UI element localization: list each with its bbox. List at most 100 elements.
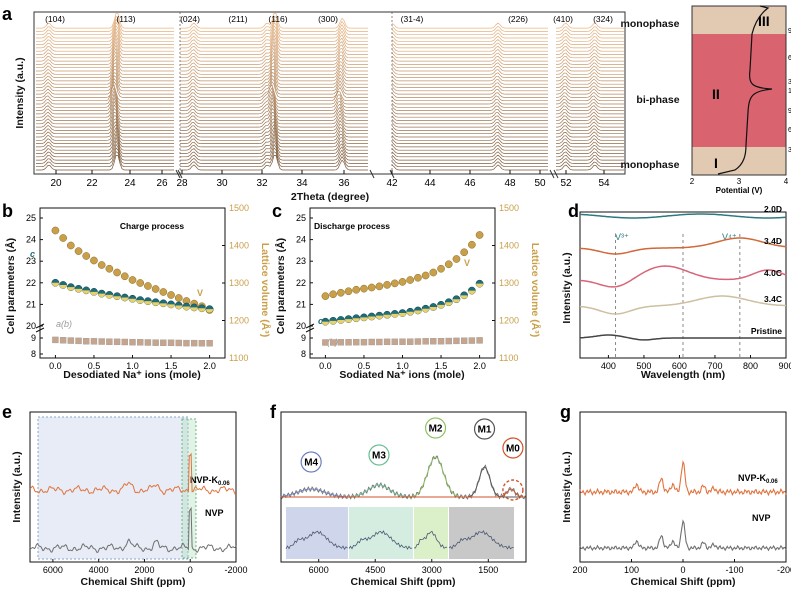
f-spectrum-top	[280, 455, 527, 500]
xrd-curve-23	[36, 80, 624, 98]
nmr-e-line-bottom	[29, 506, 237, 553]
panel-g: g Intensity (a.u.) Chemical Shift (ppm) …	[560, 402, 791, 588]
c-point-half	[429, 306, 437, 311]
panel-a-letter: a	[2, 4, 13, 24]
panel-c-marks	[321, 231, 484, 346]
v-point	[51, 226, 60, 235]
phase-numeral-ii: II	[712, 86, 720, 102]
left-axis-break-2	[35, 327, 45, 333]
x-tick-label: 0.0	[319, 361, 332, 371]
c-point-half	[368, 316, 376, 321]
phase-label-middle: bi-phase	[636, 94, 679, 106]
c-point-half	[475, 283, 484, 288]
left-tick-label: 9	[31, 333, 36, 343]
xrd-curve-15	[36, 107, 624, 125]
panel-f-frame	[280, 411, 527, 563]
ab-point	[106, 338, 113, 345]
xrd-curve-43	[36, 16, 624, 32]
phase-xlabel: Potential (V)	[716, 186, 763, 195]
x-tick-label: 2.0	[473, 361, 486, 371]
ab-point	[152, 339, 159, 346]
d-xtick-label: 800	[743, 361, 758, 371]
uv-line-3	[579, 265, 787, 288]
left-tick-label: 9	[301, 333, 306, 343]
xrd-xtick-8: 34	[296, 178, 308, 189]
ab-point	[67, 337, 75, 344]
panel-d-lines: 2.0D 3.4D 4.0C 3.4C Pristine	[579, 204, 787, 358]
panel-c-v-label: V	[464, 258, 470, 268]
circle-m3	[368, 444, 390, 466]
c-point-half	[460, 295, 468, 299]
circle-label-m3: M3	[372, 451, 386, 462]
xrd-curve-18	[36, 96, 624, 115]
ab-point	[345, 339, 352, 346]
xrd-curve-9	[36, 126, 624, 144]
circle-label-m0: M0	[506, 444, 520, 455]
xrd-curve-7	[36, 133, 624, 151]
xrd-xtick-12: 46	[464, 178, 476, 189]
nmr-g-line-top	[579, 460, 787, 497]
axis-break-3	[549, 169, 555, 179]
xrd-curve-24	[36, 77, 624, 95]
uv-legend-3: 4.0C	[764, 268, 782, 278]
v-point	[128, 276, 137, 284]
xrd-xtick-1: 20	[50, 178, 62, 189]
ab-point	[360, 338, 368, 346]
g-xtick-label: 200	[572, 565, 587, 575]
f-zoom-spectrum-4	[448, 530, 514, 550]
xrd-xtick-6: 30	[216, 178, 228, 189]
ab-point	[383, 338, 391, 346]
panel-f-xlabel: Chemical Shift (ppm)	[350, 576, 455, 588]
ab-point	[129, 338, 136, 346]
c-point-half	[391, 313, 399, 318]
axis-break-b-3	[553, 169, 559, 179]
circle-m0	[502, 437, 524, 459]
peak-label-1: (104)	[45, 14, 65, 24]
panel-c-ylabel-right: Lattice volume (Å³)	[529, 243, 542, 338]
panel-b-ticks: 8 9 20 21 22 23 24 25 1100 1200 1300 1400 1500 0.0 0.5…	[26, 203, 249, 371]
xrd-curve-5	[36, 139, 624, 158]
panel-d-ylabel: Intensity (a.u.)	[561, 252, 573, 323]
panel-g-label-top: NVP-K0.06	[738, 473, 778, 485]
panel-f-circles: M4 M3 M2 M1 M0	[300, 417, 524, 501]
c-point-half	[445, 302, 453, 306]
panel-b-letter: b	[2, 201, 13, 221]
v-point	[66, 241, 75, 250]
c-point-half	[321, 321, 330, 326]
xrd-xtick-4: 26	[156, 178, 168, 189]
xrd-curve-35	[36, 40, 624, 59]
panel-g-ylabel: Intensity (a.u.)	[561, 451, 573, 522]
panel-c-ylabel-left: Cell parameters (Å)	[274, 238, 287, 334]
xrd-curves	[36, 12, 624, 179]
uv-line-4	[579, 295, 787, 315]
e-xtick-label: 4000	[89, 565, 109, 575]
right-tick-label: 1100	[499, 353, 518, 363]
c-point-half	[344, 319, 353, 323]
xrd-curve-32	[36, 51, 624, 69]
c-point-half	[59, 284, 67, 289]
v-point	[406, 276, 415, 284]
ab-point	[422, 338, 429, 345]
f-zoom-spectrum-3	[413, 530, 447, 549]
xrd-curve-29	[36, 61, 624, 78]
panel-a: a (104) (113) (024) (211) (116) (300) (31-4) (2…	[2, 4, 791, 203]
v-point	[329, 290, 337, 299]
ab-point	[137, 339, 144, 346]
nmr-e-line-top	[29, 452, 237, 496]
panel-g-label-bottom: NVP	[752, 513, 771, 523]
c-point-half	[74, 288, 83, 293]
c-point-half	[67, 287, 75, 291]
c-point-half	[90, 291, 98, 296]
d-xtick-label: 900	[778, 361, 791, 371]
ab-point	[322, 339, 329, 346]
ab-point	[391, 338, 398, 346]
xrd-curve-1	[36, 155, 624, 171]
v-point	[367, 283, 376, 292]
v-point	[151, 285, 160, 293]
axis-break-1	[175, 169, 181, 179]
xrd-xtick-7: 32	[256, 178, 268, 189]
f-zoom-spectrum-2	[348, 530, 413, 550]
panel-d-frame	[579, 211, 787, 359]
right-tick-label: 1500	[499, 203, 519, 213]
